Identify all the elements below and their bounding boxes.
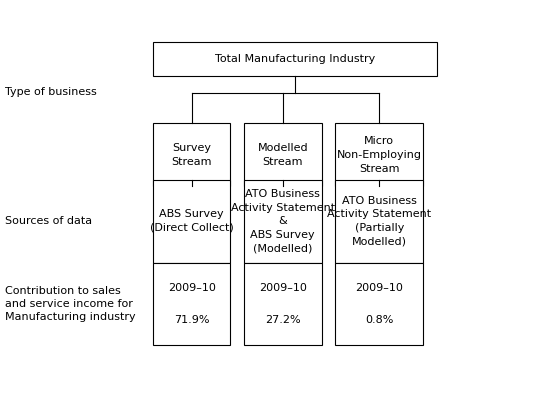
Text: Survey
Stream: Survey Stream (172, 143, 212, 166)
FancyBboxPatch shape (244, 123, 322, 186)
Text: ATO Business
Activity Statement
(Partially
Modelled): ATO Business Activity Statement (Partial… (327, 196, 431, 246)
FancyBboxPatch shape (153, 123, 230, 186)
Text: ATO Business
Activity Statement
&
ABS Survey
(Modelled): ATO Business Activity Statement & ABS Su… (230, 189, 335, 253)
Text: 2009–10

0.8%: 2009–10 0.8% (355, 283, 403, 325)
FancyBboxPatch shape (153, 263, 230, 345)
Text: Type of business: Type of business (5, 87, 97, 97)
FancyBboxPatch shape (153, 180, 230, 263)
Text: Micro
Non-Employing
Stream: Micro Non-Employing Stream (337, 135, 422, 174)
Text: Contribution to sales
and service income for
Manufacturing industry: Contribution to sales and service income… (5, 286, 136, 322)
FancyBboxPatch shape (335, 263, 423, 345)
Text: 2009–10

71.9%: 2009–10 71.9% (168, 283, 215, 325)
FancyBboxPatch shape (244, 263, 322, 345)
Text: ABS Survey
(Direct Collect): ABS Survey (Direct Collect) (150, 209, 234, 233)
FancyBboxPatch shape (244, 180, 322, 263)
FancyBboxPatch shape (335, 180, 423, 263)
Text: 2009–10

27.2%: 2009–10 27.2% (259, 283, 307, 325)
FancyBboxPatch shape (335, 123, 423, 186)
Text: Total Manufacturing Industry: Total Manufacturing Industry (215, 54, 375, 64)
Text: Sources of data: Sources of data (5, 216, 93, 226)
FancyBboxPatch shape (153, 42, 437, 76)
Text: Modelled
Stream: Modelled Stream (257, 143, 308, 166)
